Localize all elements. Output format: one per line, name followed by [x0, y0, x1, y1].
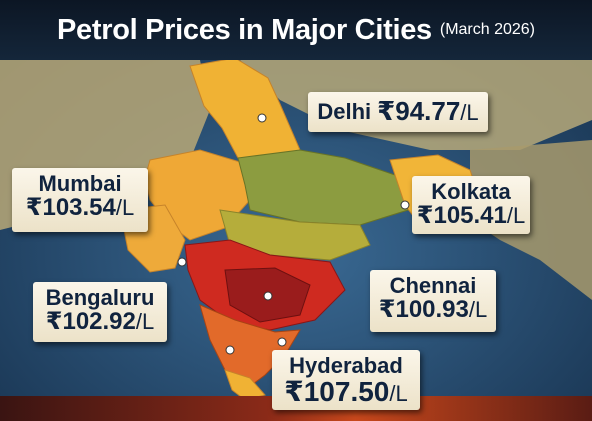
city-name: Bengaluru — [45, 285, 155, 310]
price-value: ₹103.54 — [25, 194, 116, 222]
region-central — [237, 149, 409, 226]
city-label-hyderabad: Hyderabad ₹107.50/L — [272, 350, 420, 410]
header-bar: Petrol Prices in Major Cities (March 202… — [0, 0, 592, 60]
city-label-chennai: Chennai ₹100.93/L — [370, 270, 496, 332]
city-label-kolkata: Kolkata ₹105.41/L — [412, 176, 530, 234]
city-price: ₹105.41/L — [412, 203, 530, 228]
price-value: ₹102.92 — [45, 308, 136, 336]
hyderabad-marker — [263, 291, 273, 301]
city-price: ₹94.77/L — [377, 98, 479, 125]
page-subtitle: (March 2026) — [439, 21, 536, 38]
city-name: Hyderabad — [289, 353, 403, 378]
price-unit: /L — [135, 309, 155, 335]
price-value: ₹105.41 — [416, 202, 507, 230]
city-price: ₹100.93/L — [370, 297, 496, 322]
price-value: ₹100.93 — [378, 296, 469, 324]
city-label-delhi: Delhi ₹94.77/L — [308, 92, 488, 132]
city-price: ₹103.54/L — [12, 195, 148, 220]
city-price: ₹102.92/L — [33, 309, 167, 334]
city-name: Delhi — [317, 99, 372, 125]
mumbai-marker — [177, 257, 187, 267]
city-price: ₹107.50/L — [272, 377, 420, 406]
price-value: ₹107.50 — [284, 376, 390, 408]
price-unit: /L — [468, 297, 488, 323]
bengaluru-marker — [225, 345, 235, 355]
city-name: Mumbai — [38, 171, 122, 196]
price-unit: /L — [460, 100, 479, 126]
page-title: Petrol Prices in Major Cities — [56, 13, 432, 46]
city-label-bengaluru: Bengaluru ₹102.92/L — [33, 282, 167, 342]
delhi-marker — [257, 113, 267, 123]
city-label-mumbai: Mumbai ₹103.54/L — [12, 168, 148, 232]
price-unit: /L — [115, 195, 135, 221]
price-value: ₹94.77 — [377, 96, 461, 127]
chennai-marker — [277, 337, 287, 347]
city-name: Chennai — [389, 273, 477, 298]
price-unit: /L — [506, 203, 526, 229]
kolkata-marker — [400, 200, 410, 210]
city-name: Kolkata — [431, 179, 511, 204]
price-unit: /L — [389, 381, 408, 407]
